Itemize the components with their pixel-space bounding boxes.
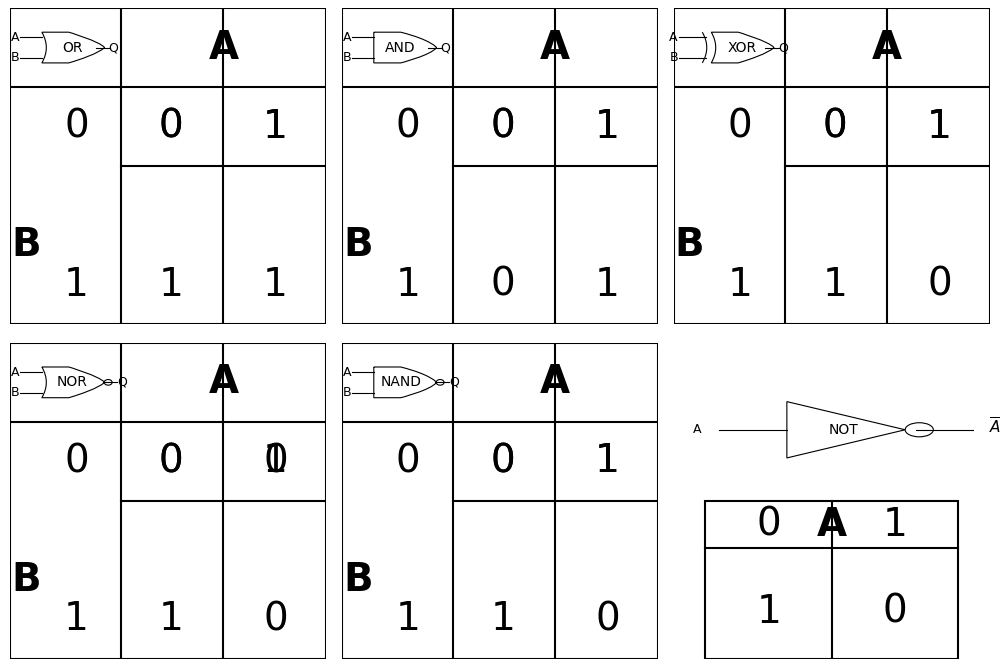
Text: 0: 0 bbox=[491, 265, 516, 303]
Text: A: A bbox=[817, 506, 847, 544]
FancyBboxPatch shape bbox=[342, 8, 658, 324]
Text: 1: 1 bbox=[396, 265, 421, 303]
Text: 1: 1 bbox=[595, 107, 620, 145]
Text: 0: 0 bbox=[159, 107, 184, 145]
Text: 1: 1 bbox=[263, 442, 288, 480]
Text: 1: 1 bbox=[64, 600, 89, 638]
Text: 1: 1 bbox=[263, 265, 288, 303]
Text: 0: 0 bbox=[159, 442, 184, 480]
Text: 1: 1 bbox=[159, 265, 184, 303]
Text: 1: 1 bbox=[263, 107, 288, 145]
Text: 0: 0 bbox=[159, 442, 184, 480]
Text: 1: 1 bbox=[595, 265, 620, 303]
Text: 1: 1 bbox=[927, 107, 952, 145]
Text: 1: 1 bbox=[595, 442, 620, 480]
FancyBboxPatch shape bbox=[342, 343, 658, 659]
FancyBboxPatch shape bbox=[674, 8, 990, 324]
Text: 1: 1 bbox=[263, 107, 288, 145]
Text: B: B bbox=[675, 226, 704, 264]
Text: 0: 0 bbox=[159, 107, 184, 145]
Text: 0: 0 bbox=[396, 107, 421, 145]
Text: 0: 0 bbox=[595, 600, 620, 638]
Text: 0: 0 bbox=[64, 107, 89, 145]
Text: 1: 1 bbox=[823, 265, 848, 303]
Text: 0: 0 bbox=[396, 442, 421, 480]
Text: 0: 0 bbox=[263, 442, 288, 480]
Text: A: A bbox=[208, 364, 238, 402]
Text: 0: 0 bbox=[823, 107, 847, 145]
Text: A: A bbox=[540, 29, 570, 67]
Text: B: B bbox=[343, 561, 373, 599]
Text: 1: 1 bbox=[883, 506, 908, 544]
Text: 0: 0 bbox=[823, 107, 847, 145]
Text: 1: 1 bbox=[756, 592, 781, 630]
Text: 1: 1 bbox=[159, 600, 184, 638]
Text: 1: 1 bbox=[927, 107, 952, 145]
Text: 1: 1 bbox=[595, 107, 620, 145]
Text: 0: 0 bbox=[728, 107, 753, 145]
FancyBboxPatch shape bbox=[10, 8, 326, 324]
Text: 0: 0 bbox=[491, 107, 516, 145]
Text: 1: 1 bbox=[595, 442, 620, 480]
Text: 0: 0 bbox=[491, 442, 516, 480]
Text: B: B bbox=[11, 226, 41, 264]
Text: A: A bbox=[872, 29, 902, 67]
FancyBboxPatch shape bbox=[705, 501, 958, 659]
Text: 1: 1 bbox=[491, 600, 516, 638]
Text: B: B bbox=[343, 226, 373, 264]
FancyBboxPatch shape bbox=[10, 343, 326, 659]
Text: 1: 1 bbox=[728, 265, 753, 303]
Text: A: A bbox=[208, 29, 238, 67]
Text: 0: 0 bbox=[756, 506, 781, 544]
Text: 0: 0 bbox=[263, 600, 288, 638]
Text: 0: 0 bbox=[491, 107, 516, 145]
Text: 0: 0 bbox=[64, 442, 89, 480]
Text: A: A bbox=[540, 364, 570, 402]
Text: 1: 1 bbox=[64, 265, 89, 303]
Text: 0: 0 bbox=[927, 265, 952, 303]
Text: 0: 0 bbox=[491, 442, 516, 480]
Text: B: B bbox=[11, 561, 41, 599]
Text: 0: 0 bbox=[883, 592, 908, 630]
Text: 1: 1 bbox=[396, 600, 421, 638]
